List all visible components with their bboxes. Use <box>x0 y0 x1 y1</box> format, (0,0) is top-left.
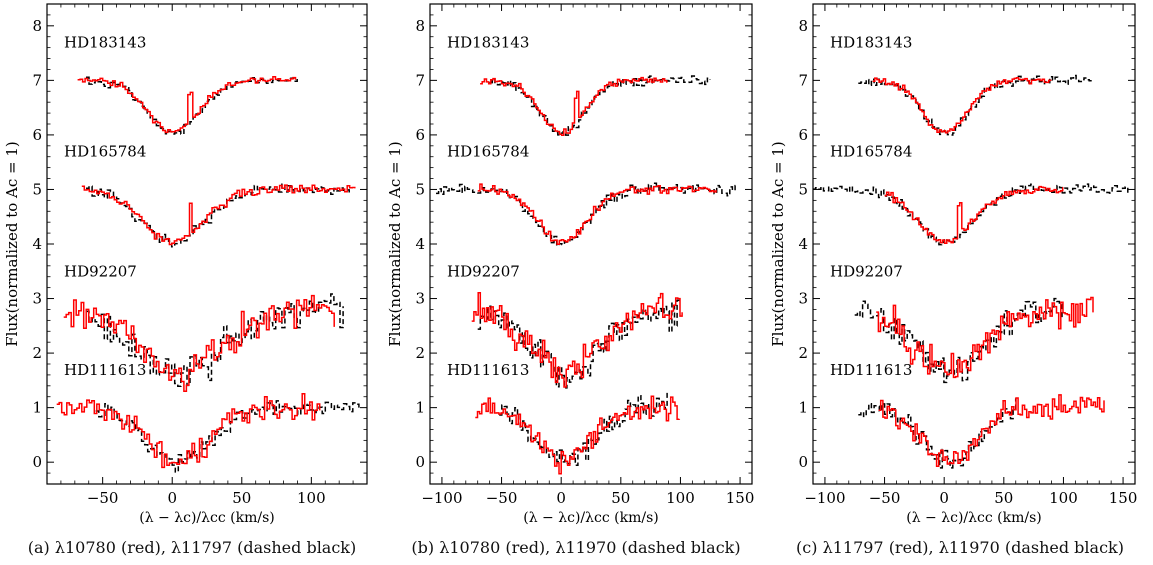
star-label: HD165784 <box>830 143 912 161</box>
y-tick-label: 1 <box>415 399 425 417</box>
spectrum-HD92207-red <box>471 291 683 388</box>
star-label: HD111613 <box>64 361 146 379</box>
x-tick-label: 150 <box>726 489 755 507</box>
caption-a: (a) λ10780 (red), λ11797 (dashed black) <box>27 538 357 557</box>
y-tick-label: 4 <box>415 235 425 253</box>
x-axis-label: (λ − λc)/λcc (km/s) <box>906 510 1041 526</box>
spectrum-HD183143-red <box>872 76 1052 134</box>
x-tick-label: −50 <box>869 489 901 507</box>
y-tick-label: 7 <box>415 71 425 89</box>
y-tick-label: 8 <box>32 17 42 35</box>
x-axis-label: (λ − λc)/λcc (km/s) <box>523 510 658 526</box>
spectrum-HD165784-red <box>477 183 717 245</box>
y-axis-label: Flux(normalized to Ac = 1) <box>3 141 21 347</box>
x-tick-label: 100 <box>1049 489 1078 507</box>
y-tick-label: 2 <box>798 344 808 362</box>
x-tick-label: 0 <box>167 489 177 507</box>
spectrum-HD165784-black-dashed <box>813 183 1129 246</box>
star-label: HD92207 <box>447 263 520 281</box>
y-tick-label: 5 <box>415 180 425 198</box>
x-tick-label: 50 <box>611 489 630 507</box>
y-tick-label: 0 <box>32 453 42 471</box>
star-label: HD92207 <box>64 263 137 281</box>
spectrum-HD183143-red <box>77 75 297 134</box>
y-tick-label: 6 <box>32 126 42 144</box>
x-tick-label: 100 <box>666 489 695 507</box>
star-label: HD183143 <box>830 34 912 52</box>
spectrum-HD111613-black-dashed <box>499 392 668 467</box>
spectrum-HD111613-red <box>56 393 321 469</box>
caption-b: (b) λ10780 (red), λ11970 (dashed black) <box>411 538 741 557</box>
y-tick-label: 8 <box>798 17 808 35</box>
star-label: HD183143 <box>447 34 529 52</box>
star-label: HD92207 <box>830 263 903 281</box>
spectrum-HD92207-red <box>63 294 335 393</box>
spectrum-HD165784-black-dashed <box>86 183 350 248</box>
spectrum-HD183143-red <box>480 76 668 136</box>
star-label: HD165784 <box>447 143 529 161</box>
x-tick-label: 0 <box>939 489 949 507</box>
y-tick-label: 7 <box>798 71 808 89</box>
y-tick-label: 1 <box>32 399 42 417</box>
y-tick-label: 4 <box>32 235 42 253</box>
plot-frame <box>46 3 368 485</box>
plot-frame <box>429 3 753 485</box>
x-tick-label: −50 <box>486 489 518 507</box>
x-tick-label: 50 <box>994 489 1013 507</box>
panel-b: 0 1 2 3 4 5 6 7 8 −100 −50 0 50 100 150 (λ − λc)/λcc (k… <box>386 3 755 526</box>
caption-c: (c) λ11797 (red), λ11970 (dashed black) <box>796 538 1124 557</box>
y-tick-label: 3 <box>798 290 808 308</box>
y-tick-label: 2 <box>415 344 425 362</box>
y-axis-label: Flux(normalized to Ac = 1) <box>769 141 787 347</box>
y-tick-label: 5 <box>32 180 42 198</box>
y-tick-label: 0 <box>798 453 808 471</box>
panel-a: 0 1 2 3 4 5 6 7 8 −50 0 50 100 (λ − λc)/λcc (km/s) Flu… <box>3 3 368 526</box>
x-tick-label: 0 <box>556 489 566 507</box>
spectrum-HD165784-red <box>884 185 1064 245</box>
y-tick-label: 1 <box>798 399 808 417</box>
spectrum-HD92207-red <box>876 296 1094 379</box>
y-tick-label: 8 <box>415 17 425 35</box>
x-axis-label: (λ − λc)/λcc (km/s) <box>139 510 274 526</box>
plot-frame <box>812 3 1136 485</box>
spectrum-HD111613-red <box>878 394 1105 468</box>
spectrum-HD111613-red <box>475 395 681 475</box>
x-tick-label: 100 <box>297 489 326 507</box>
panel-c: 0 1 2 3 4 5 6 7 8 −100 −50 0 50 100 150 (λ − λc)/λcc (k… <box>769 3 1138 526</box>
spectrum-HD92207-black-dashed <box>477 299 681 389</box>
y-axis-label: Flux(normalized to Ac = 1) <box>386 141 404 347</box>
x-tick-label: 150 <box>1109 489 1138 507</box>
spectrum-HD183143-black-dashed <box>858 74 1093 136</box>
spectrum-HD111613-black-dashed <box>95 400 360 473</box>
y-tick-label: 7 <box>32 71 42 89</box>
y-tick-label: 6 <box>798 126 808 144</box>
y-tick-label: 3 <box>32 290 42 308</box>
x-tick-label: 50 <box>232 489 251 507</box>
star-label: HD111613 <box>447 361 529 379</box>
y-tick-label: 4 <box>798 235 808 253</box>
star-label: HD165784 <box>64 143 146 161</box>
x-tick-label: −100 <box>804 489 845 507</box>
y-tick-label: 6 <box>415 126 425 144</box>
y-tick-label: 0 <box>415 453 425 471</box>
x-tick-label: −100 <box>421 489 462 507</box>
spectrum-HD165784-black-dashed <box>436 182 739 247</box>
y-tick-label: 2 <box>32 344 42 362</box>
spectrum-HD165784-red <box>81 184 356 246</box>
y-tick-label: 5 <box>798 180 808 198</box>
y-tick-label: 3 <box>415 290 425 308</box>
x-tick-label: −50 <box>87 489 119 507</box>
spectrum-HD183143-black-dashed <box>489 75 711 136</box>
star-label: HD111613 <box>830 361 912 379</box>
star-label: HD183143 <box>64 34 146 52</box>
